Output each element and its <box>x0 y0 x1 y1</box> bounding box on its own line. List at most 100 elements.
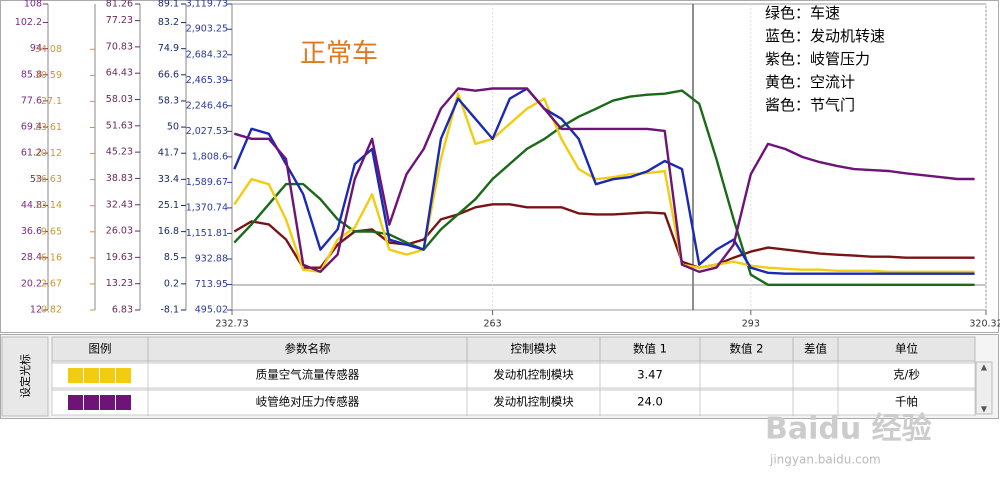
y-tick-label: 44.8 <box>21 200 42 211</box>
value-1: 3.47 <box>637 368 663 382</box>
y-tick-label: 16.63 <box>35 174 62 185</box>
x-tick-label: 263 <box>484 319 502 330</box>
y-tick-label: 1,589.67 <box>186 177 228 188</box>
swatch-cell <box>68 395 83 410</box>
y-tick-label: 1,808.6 <box>192 151 228 162</box>
annotation: 正常车 <box>300 39 378 69</box>
y-tick-label: 108 <box>24 0 42 10</box>
color-note: 蓝色：发动机转速 <box>765 27 885 45</box>
y-tick-label: 27.1 <box>41 96 62 107</box>
y-tick-label: 64.43 <box>106 68 133 79</box>
param-name: 质量空气流量传感器 <box>256 368 360 382</box>
y-tick-label: 2,027.53 <box>186 126 228 137</box>
x-tick-label: 320.32 <box>969 319 1000 330</box>
scroll-down[interactable]: ▼ <box>981 405 988 414</box>
side-tab[interactable] <box>1 336 49 417</box>
series-line <box>233 87 975 275</box>
unit: 千帕 <box>895 395 918 409</box>
table-row <box>51 389 976 416</box>
y-tick-label: 33.4 <box>158 174 179 185</box>
y-tick-label: 36.6 <box>21 226 42 237</box>
y-tick-label: 2.67 <box>41 278 62 289</box>
column-header: 数值 1 <box>633 342 667 356</box>
y-tick-label: 45.23 <box>106 147 133 158</box>
column-header: 差值 <box>804 342 827 356</box>
y-tick-label: 2,903.25 <box>186 24 228 35</box>
y-tick-label: 58.03 <box>106 94 133 105</box>
y-tick-label: 85.8 <box>21 69 42 80</box>
y-tick-label: 12 <box>30 305 42 316</box>
y-tick-label: 495.02 <box>195 305 228 316</box>
y-tick-label: 41.7 <box>158 148 179 159</box>
swatch-cell <box>84 395 99 410</box>
y-tick-label: 83.2 <box>158 17 179 28</box>
color-note: 紫色：岐管压力 <box>765 50 870 68</box>
y-tick-label: 23.61 <box>35 122 62 133</box>
y-tick-label: 13.14 <box>35 200 62 211</box>
column-header: 图例 <box>89 342 112 356</box>
y-tick-label: 66.6 <box>158 69 179 80</box>
legend-swatch <box>68 368 131 383</box>
swatch-cell <box>68 368 83 383</box>
scroll-up[interactable]: ▲ <box>981 363 988 372</box>
y-tick-label: 50 <box>167 122 179 133</box>
y-tick-label: 2,684.32 <box>186 49 228 60</box>
scrollbar[interactable] <box>975 361 993 415</box>
y-tick-label: 25.1 <box>158 200 179 211</box>
chart-panel <box>0 0 999 333</box>
module: 发动机控制模块 <box>493 395 574 409</box>
unit: 克/秒 <box>893 368 920 382</box>
swatch-cell <box>116 368 131 383</box>
y-tick-label: 6.83 <box>112 305 133 316</box>
y-tick-label: 32.43 <box>106 199 133 210</box>
x-tick-label: 232.73 <box>215 319 248 330</box>
y-tick-label: 2,465.39 <box>186 75 228 86</box>
swatch-cell <box>84 368 99 383</box>
y-tick-label: 9.65 <box>41 226 62 237</box>
swatch-cell <box>100 395 115 410</box>
y-tick-label: 0.2 <box>164 278 179 289</box>
y-tick-label: 34.08 <box>35 44 62 55</box>
column-header: 单位 <box>895 342 918 356</box>
y-tick-label: 13.23 <box>106 278 133 289</box>
swatch-cell <box>116 395 131 410</box>
y-tick-label: 58.3 <box>158 95 179 106</box>
y-tick-label: 51.63 <box>106 120 133 131</box>
y-tick-label: 30.59 <box>35 70 62 81</box>
y-tick-label: -0.82 <box>37 305 62 316</box>
y-tick-label: 28.4 <box>21 252 42 263</box>
watermark-url: jingyan.baidu.com <box>769 453 881 467</box>
side-tab-label: 设定光标 <box>18 354 32 398</box>
series-line <box>233 92 975 273</box>
y-tick-label: 74.9 <box>158 43 179 54</box>
y-tick-label: -8.1 <box>160 305 179 316</box>
y-tick-label: 1,370.74 <box>186 202 228 213</box>
series-line <box>233 87 975 273</box>
legend-swatch <box>68 395 131 410</box>
y-tick-label: 16.8 <box>158 226 179 237</box>
y-tick-label: 26.03 <box>106 226 133 237</box>
y-tick-label: 77.6 <box>21 95 42 106</box>
value-1: 24.0 <box>637 395 663 409</box>
y-tick-label: 6.16 <box>41 252 62 263</box>
swatch-cell <box>100 368 115 383</box>
y-tick-label: 38.83 <box>106 173 133 184</box>
watermark-logo: Baidu 经验 <box>765 412 932 447</box>
y-tick-label: 89.1 <box>158 0 179 10</box>
y-tick-label: 3,119.73 <box>186 0 228 10</box>
column-header: 数值 2 <box>730 342 764 356</box>
color-note: 酱色：节气门 <box>765 96 855 114</box>
y-tick-label: 70.83 <box>106 41 133 52</box>
color-note: 绿色：车速 <box>765 4 840 22</box>
y-tick-label: 94 <box>30 43 42 54</box>
y-tick-label: 61.2 <box>21 148 42 159</box>
module: 发动机控制模块 <box>493 368 574 382</box>
y-tick-label: 2,246.46 <box>186 100 228 111</box>
column-header: 参数名称 <box>285 342 331 356</box>
param-name: 岐管绝对压力传感器 <box>256 395 360 409</box>
y-tick-label: 713.95 <box>195 279 228 290</box>
y-tick-label: 8.5 <box>164 252 179 263</box>
series-line <box>233 89 975 286</box>
